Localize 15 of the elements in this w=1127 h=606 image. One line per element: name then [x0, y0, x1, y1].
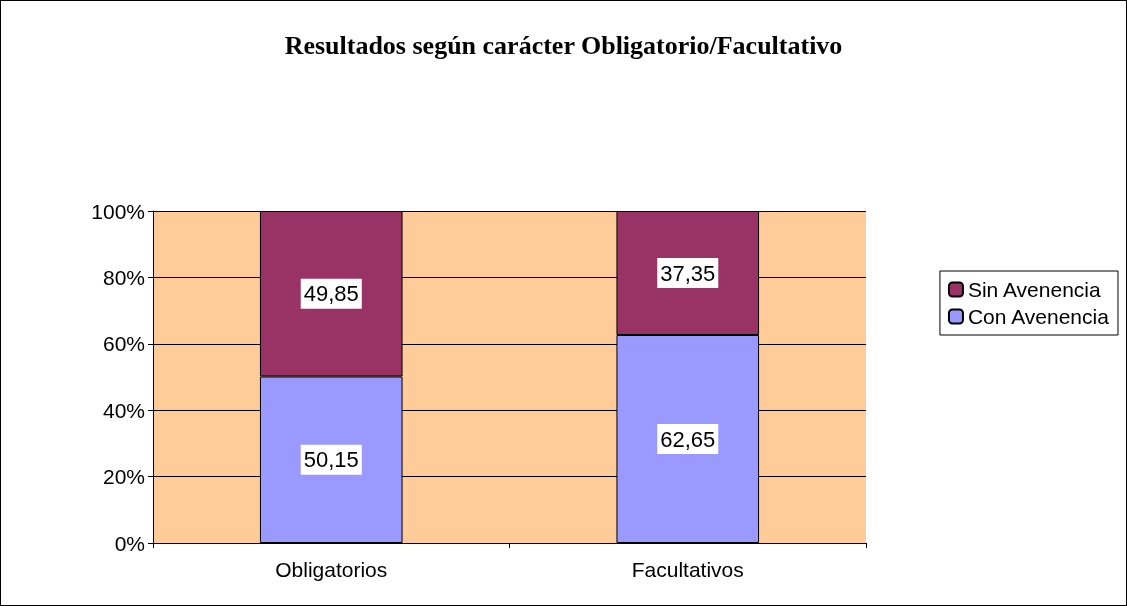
y-tick-label: 80%	[102, 265, 145, 289]
data-label: 50,15	[303, 447, 359, 473]
x-tick-label: Obligatorios	[275, 558, 388, 581]
x-tick-label: Facultativos	[631, 558, 744, 581]
legend-label: Con Avenencia	[967, 305, 1110, 328]
y-tick-label: 60%	[102, 332, 145, 356]
y-tick-label: 0%	[114, 531, 145, 555]
chart-title: Resultados según carácter Obligatorio/Facultativo	[284, 30, 843, 60]
y-tick-label: 40%	[102, 398, 145, 422]
data-label: 62,65	[660, 426, 716, 452]
y-tick-label: 100%	[91, 199, 145, 223]
data-label: 37,35	[660, 260, 716, 286]
y-tick-label: 20%	[102, 465, 145, 489]
data-label: 49,85	[303, 281, 359, 307]
legend-label: Sin Avenencia	[967, 278, 1101, 301]
